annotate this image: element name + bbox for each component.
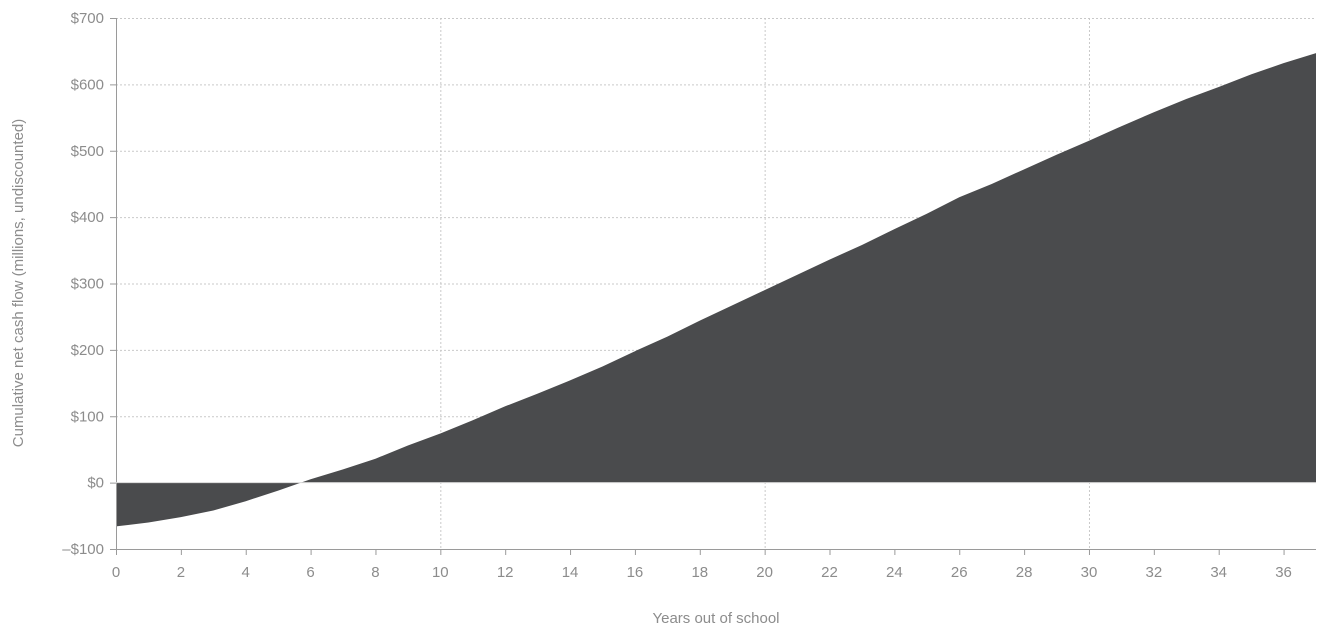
x-axis-title: Years out of school: [652, 610, 779, 627]
x-tick-label: 6: [306, 564, 314, 581]
y-tick-label: $400: [71, 209, 104, 226]
x-tick-label: 36: [1275, 564, 1292, 581]
gridlines: [116, 18, 1316, 549]
area-series: [116, 53, 1316, 527]
cumulative-cash-flow-area: [116, 53, 1316, 527]
y-tick-label: $200: [71, 342, 104, 359]
y-axis-title: Cumulative net cash flow (millions, undi…: [10, 119, 27, 447]
x-tick-label: 30: [1081, 564, 1098, 581]
y-tick-label: $0: [87, 475, 104, 492]
y-tick-label: $700: [71, 10, 104, 27]
x-tick-label: 0: [112, 564, 120, 581]
y-tick-label: –$100: [62, 541, 104, 558]
x-tick-label: 28: [1016, 564, 1033, 581]
axes: [116, 18, 1316, 550]
x-tick-label: 18: [691, 564, 708, 581]
x-tick-label: 22: [821, 564, 838, 581]
x-tick-label: 26: [951, 564, 968, 581]
y-axis-ticks: –$100 $0 $100 $200 $300 $400 $500 $600 $700: [62, 10, 116, 558]
y-tick-label: $100: [71, 408, 104, 425]
x-tick-label: 16: [627, 564, 644, 581]
x-tick-label: 2: [177, 564, 185, 581]
x-tick-label: 20: [756, 564, 773, 581]
x-tick-label: 34: [1210, 564, 1227, 581]
y-tick-label: $600: [71, 76, 104, 93]
x-tick-label: 12: [497, 564, 514, 581]
x-tick-label: 10: [432, 564, 449, 581]
y-tick-label: $500: [71, 143, 104, 160]
x-tick-label: 32: [1145, 564, 1162, 581]
x-tick-label: 4: [242, 564, 250, 581]
x-tick-label: 8: [371, 564, 379, 581]
x-axis-ticks: 0 2 4 6 8 10 12 14 16 18 20 22 24 26 28 30 32 34 36: [112, 549, 1292, 581]
x-tick-label: 24: [886, 564, 903, 581]
y-tick-label: $300: [71, 276, 104, 293]
x-tick-label: 14: [562, 564, 579, 581]
